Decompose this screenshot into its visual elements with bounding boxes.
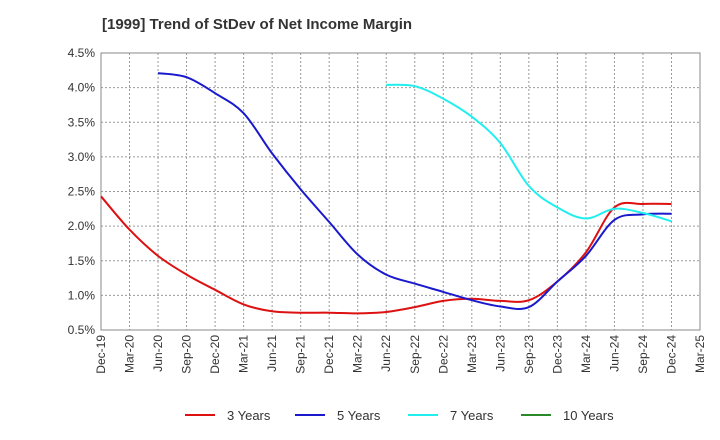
x-tick-label: Jun-24 <box>607 335 621 372</box>
x-tick-label: Dec-23 <box>550 335 564 374</box>
x-tick-label: Sep-21 <box>294 335 308 374</box>
x-tick-label: Mar-22 <box>351 335 365 373</box>
x-tick-label: Jun-21 <box>265 335 279 372</box>
x-tick-label: Dec-21 <box>322 335 336 374</box>
x-tick-label: Mar-24 <box>579 335 593 373</box>
x-tick-label: Dec-19 <box>94 335 108 374</box>
y-tick-label: 2.5% <box>68 185 96 199</box>
series-line-3-years <box>100 195 672 315</box>
x-tick-label: Dec-22 <box>436 335 450 374</box>
legend-item-10-years[interactable]: 10 Years <box>521 404 614 426</box>
x-tick-label: Mar-21 <box>237 335 251 373</box>
legend-label-7-years: 7 Years <box>450 407 494 423</box>
y-tick-label: 4.5% <box>68 46 96 60</box>
y-axis-ticks: 0.5% 1.0% 1.5% 2.0% 2.5% 3.0% 3.5% 4.0% 4.5% <box>68 46 96 337</box>
series-line-5-years <box>157 72 672 311</box>
legend-swatch-10-years <box>521 414 551 416</box>
y-tick-label: 0.5% <box>68 323 96 337</box>
x-tick-label: Mar-23 <box>465 335 479 373</box>
x-tick-label: Sep-22 <box>408 335 422 374</box>
gridlines <box>101 53 700 330</box>
line-chart-plot: Dec-19 Mar-20 Jun-20 Sep-20 Dec-20 Mar-21 Jun-… <box>68 46 707 374</box>
legend-swatch-3-years <box>185 414 215 416</box>
x-tick-label: Dec-24 <box>664 335 678 374</box>
legend-item-3-years[interactable]: 3 Years <box>185 404 270 426</box>
x-tick-label: Mar-20 <box>123 335 137 373</box>
y-tick-label: 4.0% <box>68 81 96 95</box>
legend-label-5-years: 5 Years <box>337 407 381 423</box>
legend-swatch-5-years <box>295 414 325 416</box>
y-tick-label: 2.0% <box>68 219 96 233</box>
x-axis-ticks: Dec-19 Mar-20 Jun-20 Sep-20 Dec-20 Mar-21 Jun-… <box>94 335 707 374</box>
x-tick-label: Jun-22 <box>379 335 393 372</box>
chart-title: [1999] Trend of StDev of Net Income Marg… <box>102 16 413 33</box>
legend-swatch-7-years <box>408 414 438 416</box>
x-tick-label: Jun-20 <box>151 335 165 372</box>
legend-label-3-years: 3 Years <box>227 407 271 423</box>
x-tick-label: Sep-20 <box>180 335 194 374</box>
legend-item-7-years[interactable]: 7 Years <box>408 404 493 426</box>
y-tick-label: 1.0% <box>68 288 96 302</box>
legend-item-5-years[interactable]: 5 Years <box>295 404 380 426</box>
series-lines <box>100 72 672 315</box>
x-tick-label: Sep-24 <box>636 335 650 374</box>
x-tick-label: Sep-23 <box>522 335 536 374</box>
x-tick-label: Jun-23 <box>493 335 507 372</box>
y-tick-label: 1.5% <box>68 254 96 268</box>
legend: 3 Years 5 Years 7 Years 10 Years <box>0 404 720 426</box>
x-tick-label: Dec-20 <box>208 335 222 374</box>
y-tick-label: 3.0% <box>68 150 96 164</box>
plot-frame <box>100 52 701 331</box>
legend-label-10-years: 10 Years <box>563 407 614 423</box>
y-tick-label: 3.5% <box>68 115 96 129</box>
x-tick-label: Mar-25 <box>693 335 707 373</box>
series-line-7-years <box>386 83 672 223</box>
